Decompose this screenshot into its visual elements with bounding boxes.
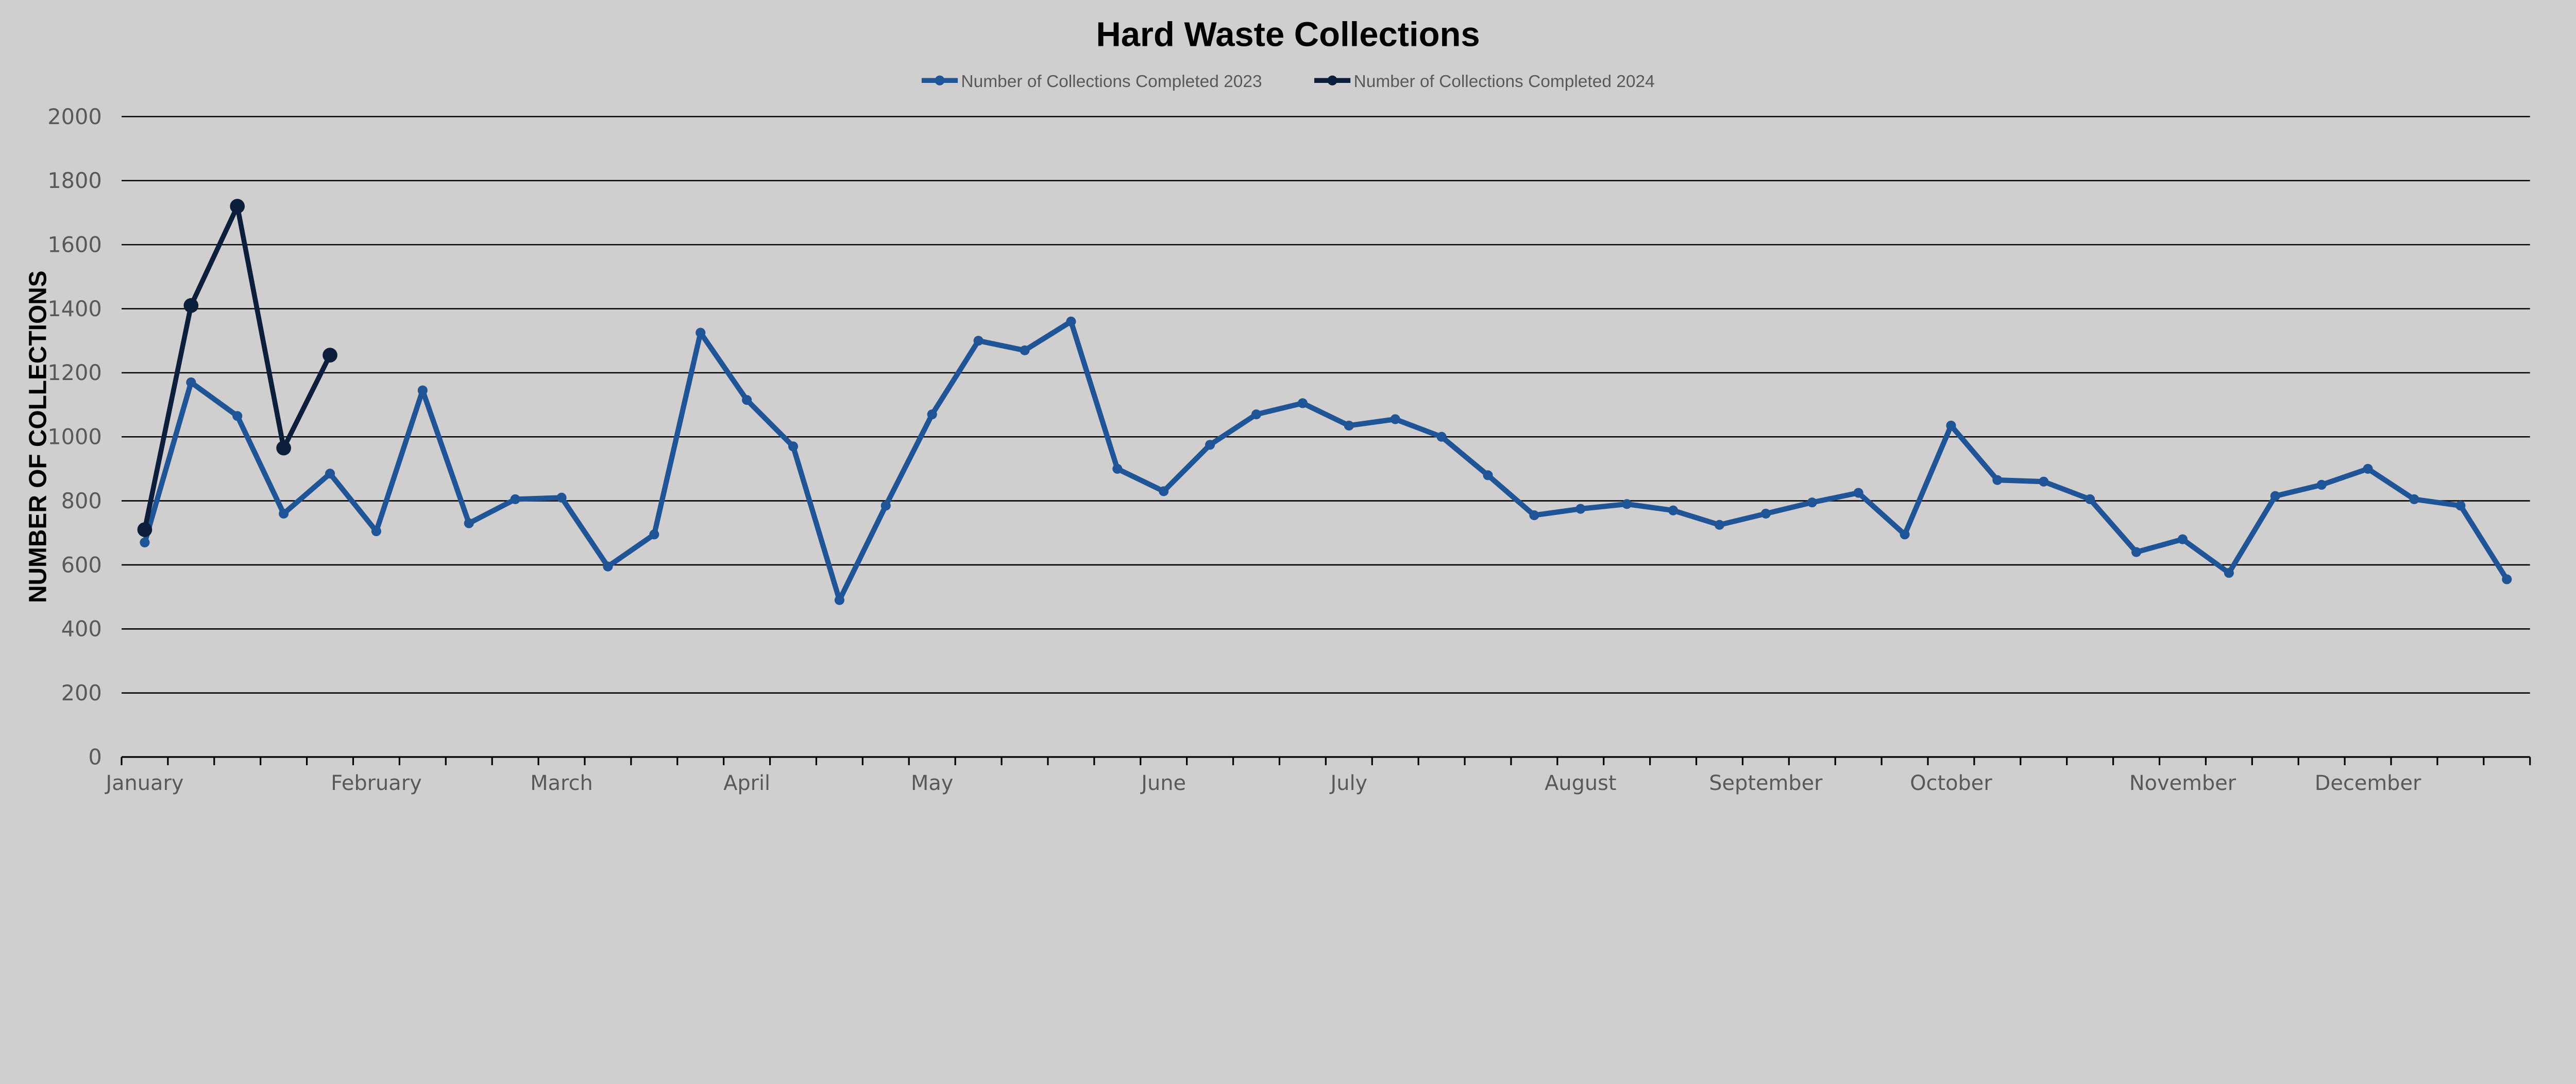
data-point: [1251, 409, 1262, 420]
x-month-label: November: [2129, 771, 2236, 795]
legend-item-2023[interactable]: Number of Collections Completed 2023: [921, 72, 1262, 91]
data-point: [276, 440, 291, 456]
data-point: [1622, 499, 1632, 509]
data-point: [2039, 476, 2049, 487]
data-point: [1529, 510, 1539, 521]
data-point: [279, 508, 289, 519]
data-point: [2502, 574, 2512, 584]
y-tick-label: 1200: [47, 360, 101, 385]
y-axis: 0 200 400 600 800 1000 1200 1400 1600 1800 2000: [47, 105, 101, 770]
gridlines: [121, 116, 2530, 694]
data-point: [2270, 491, 2280, 501]
chart-title: Hard Waste Collections: [1096, 15, 1480, 54]
series-group: [137, 199, 2512, 605]
data-point: [1066, 316, 1076, 326]
data-point: [232, 411, 243, 421]
data-point: [140, 537, 150, 547]
x-month-label: May: [911, 771, 953, 795]
data-point: [510, 494, 520, 505]
data-point: [371, 526, 381, 537]
y-tick-label: 800: [61, 489, 102, 513]
y-tick-label: 1400: [47, 297, 101, 321]
x-month-label: January: [104, 771, 183, 795]
legend-marker-2023: [935, 75, 945, 85]
data-point: [1668, 505, 1679, 515]
data-point: [1575, 504, 1586, 514]
data-point: [2363, 463, 2373, 474]
x-month-label: December: [2315, 771, 2421, 795]
legend: Number of Collections Completed 2023 Num…: [921, 72, 1655, 91]
legend-marker-2024: [1327, 75, 1337, 85]
data-point: [788, 441, 799, 452]
data-point: [696, 328, 706, 338]
data-point: [1992, 475, 2003, 485]
data-point: [1112, 463, 1123, 474]
data-point: [325, 469, 335, 479]
data-point: [1900, 529, 1910, 540]
x-axis: January February March April May June July Augu…: [104, 756, 2531, 795]
y-tick-label: 600: [61, 553, 102, 577]
data-point: [1760, 508, 1771, 519]
data-point: [1205, 440, 1215, 450]
y-tick-label: 1000: [47, 425, 101, 450]
y-tick-label: 1600: [47, 232, 101, 257]
data-point: [1807, 497, 1817, 508]
data-point: [2409, 494, 2419, 505]
data-point: [2455, 501, 2466, 511]
data-point: [464, 518, 474, 528]
legend-item-2024[interactable]: Number of Collections Completed 2024: [1314, 72, 1655, 91]
x-month-label: August: [1545, 771, 1616, 795]
y-tick-label: 0: [88, 745, 101, 769]
data-point: [137, 522, 152, 537]
data-point: [1159, 486, 1169, 496]
x-month-label: February: [331, 771, 422, 795]
series-line: [142, 319, 2510, 603]
x-month-label: July: [1329, 771, 1367, 795]
data-point: [186, 377, 196, 388]
data-point: [2131, 547, 2142, 557]
data-point: [742, 395, 752, 405]
legend-label-2024: Number of Collections Completed 2024: [1354, 72, 1655, 91]
legend-label-2023: Number of Collections Completed 2023: [961, 72, 1262, 91]
data-point: [1390, 414, 1400, 424]
data-point: [1714, 520, 1725, 530]
data-point: [2177, 534, 2188, 544]
data-point: [230, 199, 245, 214]
data-point: [1020, 345, 1030, 355]
data-point: [1344, 420, 1354, 431]
series-line: [142, 203, 332, 530]
series-1: [140, 316, 2512, 605]
y-axis-label: NUMBER OF COLLECTIONS: [24, 270, 52, 603]
data-point: [323, 348, 337, 363]
y-tick-label: 2000: [47, 105, 101, 129]
data-point: [2224, 567, 2234, 578]
data-point: [1483, 470, 1493, 480]
x-month-label: June: [1140, 771, 1186, 795]
data-point: [2316, 479, 2327, 490]
data-point: [1946, 420, 1956, 431]
data-point: [927, 409, 937, 420]
data-point: [2085, 494, 2095, 505]
y-tick-label: 400: [61, 617, 102, 642]
y-tick-label: 200: [61, 681, 102, 706]
data-point: [1853, 488, 1863, 498]
x-month-label: March: [530, 771, 592, 795]
data-point: [603, 561, 613, 572]
x-month-label: October: [1910, 771, 1992, 795]
data-point: [973, 336, 984, 346]
data-point: [649, 529, 659, 540]
series-2: [137, 199, 337, 537]
x-month-label: September: [1709, 771, 1823, 795]
y-tick-label: 1800: [47, 168, 101, 193]
data-point: [880, 501, 891, 511]
data-point: [556, 492, 567, 503]
line-chart: Hard Waste Collections Number of Collect…: [24, 15, 2531, 795]
data-point: [834, 595, 844, 605]
data-point: [183, 298, 199, 313]
data-point: [1436, 432, 1447, 442]
x-month-label: April: [723, 771, 770, 795]
data-point: [417, 385, 428, 395]
data-point: [1297, 398, 1308, 408]
